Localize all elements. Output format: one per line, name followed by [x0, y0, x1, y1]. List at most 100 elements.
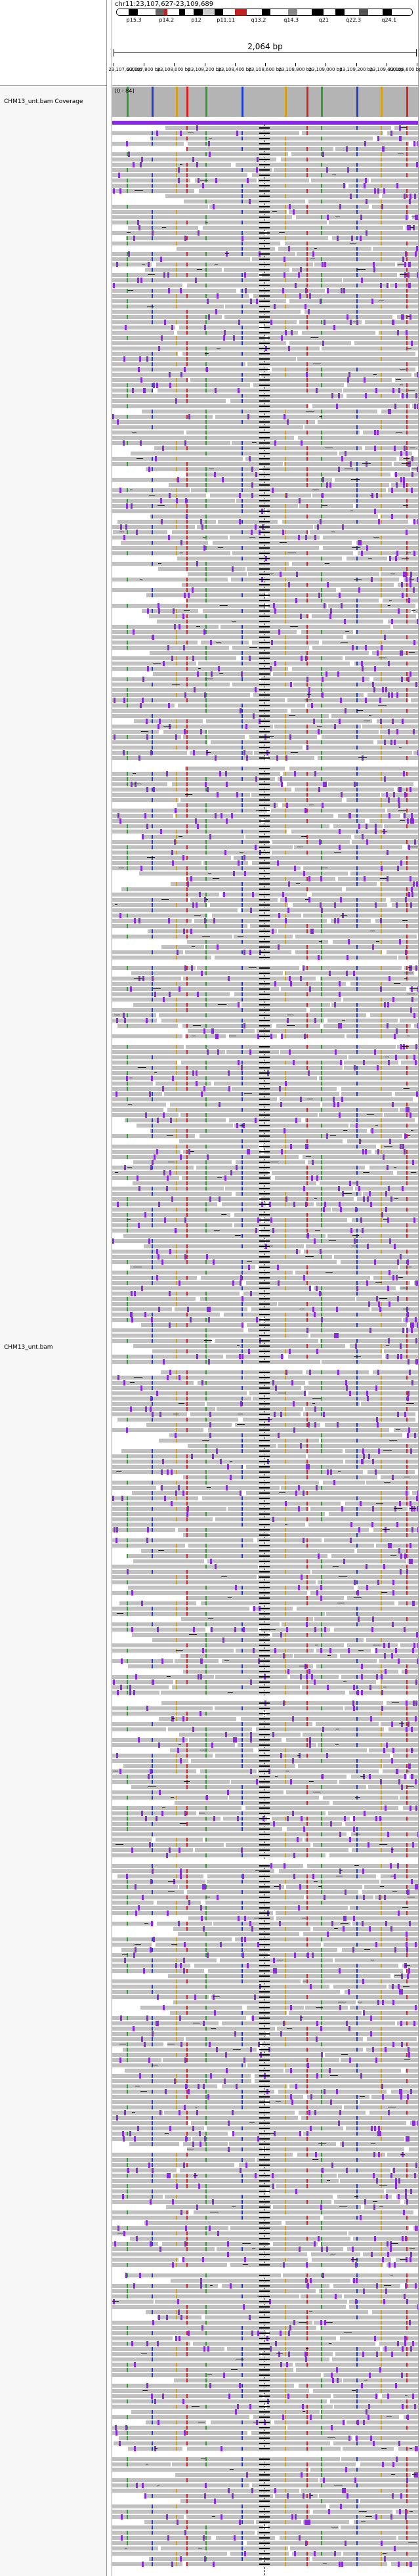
aligned-read[interactable] — [161, 945, 204, 949]
aligned-read[interactable] — [112, 394, 343, 398]
insertion-marker[interactable] — [396, 551, 398, 556]
insertion-marker[interactable] — [371, 1128, 373, 1133]
insertion-marker[interactable] — [388, 976, 390, 981]
aligned-read[interactable] — [112, 903, 207, 907]
aligned-read[interactable] — [112, 814, 173, 818]
insertion-marker[interactable] — [162, 1086, 164, 1091]
aligned-read[interactable] — [112, 777, 275, 781]
aligned-read[interactable] — [328, 604, 415, 608]
insertion-marker[interactable] — [168, 918, 170, 923]
insertion-marker[interactable] — [250, 299, 252, 304]
aligned-read[interactable] — [112, 179, 190, 182]
insertion-marker[interactable] — [334, 902, 336, 908]
aligned-read[interactable] — [112, 1376, 242, 1380]
aligned-read[interactable] — [345, 1449, 418, 1453]
insertion-marker[interactable] — [220, 813, 222, 818]
insertion-marker[interactable] — [312, 1160, 314, 1165]
aligned-read[interactable] — [112, 935, 232, 939]
aligned-read[interactable] — [183, 1150, 261, 1154]
insertion-marker[interactable] — [203, 1028, 205, 1034]
insertion-marker[interactable] — [334, 918, 336, 923]
insertion-marker[interactable] — [415, 682, 417, 687]
aligned-read[interactable] — [346, 1034, 418, 1038]
insertion-marker[interactable] — [388, 1338, 390, 1343]
insertion-marker[interactable] — [140, 866, 142, 871]
insertion-marker[interactable] — [171, 850, 173, 855]
insertion-marker[interactable] — [316, 1175, 318, 1181]
insertion-marker[interactable] — [411, 887, 413, 892]
insertion-marker[interactable] — [305, 1144, 307, 1149]
insertion-marker[interactable] — [411, 813, 413, 818]
insertion-marker[interactable] — [215, 309, 217, 314]
insertion-marker[interactable] — [196, 1070, 198, 1076]
insertion-marker[interactable] — [303, 1186, 305, 1191]
insertion-marker[interactable] — [191, 1454, 193, 1459]
aligned-read[interactable] — [212, 914, 301, 918]
insertion-marker[interactable] — [239, 1354, 241, 1359]
insertion-marker[interactable] — [348, 372, 350, 377]
insertion-marker[interactable] — [293, 1060, 295, 1065]
insertion-marker[interactable] — [410, 572, 412, 577]
insertion-marker[interactable] — [201, 971, 203, 976]
aligned-read[interactable] — [320, 1339, 418, 1343]
insertion-marker[interactable] — [287, 1669, 289, 1674]
insertion-marker[interactable] — [298, 535, 300, 540]
aligned-read[interactable] — [286, 1738, 418, 1742]
insertion-marker[interactable] — [182, 1716, 184, 1721]
insertion-marker[interactable] — [327, 288, 329, 293]
aligned-read[interactable] — [236, 499, 418, 503]
aligned-read[interactable] — [226, 1355, 284, 1359]
aligned-read[interactable] — [112, 1045, 184, 1049]
insertion-marker[interactable] — [150, 1396, 152, 1401]
insertion-marker[interactable] — [413, 141, 415, 146]
insertion-marker[interactable] — [346, 955, 348, 960]
insertion-marker[interactable] — [304, 304, 306, 309]
insertion-marker[interactable] — [303, 965, 304, 971]
insertion-marker[interactable] — [209, 1412, 211, 1417]
aligned-read[interactable] — [252, 173, 418, 177]
insertion-marker[interactable] — [171, 1196, 173, 1202]
insertion-marker[interactable] — [325, 782, 327, 787]
aligned-read[interactable] — [366, 1481, 418, 1485]
insertion-marker[interactable] — [255, 776, 257, 782]
aligned-read[interactable] — [287, 698, 407, 702]
insertion-marker[interactable] — [240, 1275, 242, 1280]
insertion-marker[interactable] — [170, 1118, 172, 1123]
insertion-marker[interactable] — [320, 876, 322, 881]
aligned-read[interactable] — [258, 1748, 367, 1752]
insertion-marker[interactable] — [283, 1700, 285, 1706]
insertion-marker[interactable] — [184, 729, 186, 734]
aligned-read[interactable] — [241, 908, 418, 912]
aligned-read[interactable] — [112, 457, 243, 461]
aligned-read[interactable] — [112, 189, 194, 193]
insertion-marker[interactable] — [150, 750, 152, 755]
aligned-read[interactable] — [207, 1470, 363, 1474]
aligned-read[interactable] — [112, 1412, 187, 1416]
insertion-marker[interactable] — [218, 666, 220, 671]
insertion-marker[interactable] — [409, 461, 411, 467]
insertion-marker[interactable] — [300, 614, 302, 619]
aligned-read[interactable] — [112, 1176, 179, 1180]
insertion-marker[interactable] — [118, 173, 120, 178]
aligned-read[interactable] — [222, 1659, 377, 1663]
aligned-read[interactable] — [112, 373, 260, 377]
insertion-marker[interactable] — [415, 1679, 417, 1685]
insertion-marker[interactable] — [195, 278, 197, 283]
aligned-read[interactable] — [156, 1082, 211, 1086]
aligned-read[interactable] — [318, 1580, 418, 1584]
insertion-marker[interactable] — [333, 1097, 335, 1102]
insertion-marker[interactable] — [377, 1580, 379, 1585]
aligned-read[interactable] — [201, 1601, 394, 1605]
aligned-read[interactable] — [141, 1323, 243, 1327]
insertion-marker[interactable] — [393, 792, 395, 797]
insertion-marker[interactable] — [323, 1207, 325, 1212]
insertion-marker[interactable] — [404, 1553, 406, 1559]
aligned-read[interactable] — [112, 562, 289, 566]
insertion-marker[interactable] — [211, 1742, 213, 1748]
aligned-read[interactable] — [316, 1664, 418, 1668]
aligned-read[interactable] — [320, 977, 418, 981]
insertion-marker[interactable] — [402, 1328, 404, 1333]
insertion-marker[interactable] — [278, 1433, 280, 1438]
aligned-read[interactable] — [161, 1370, 303, 1374]
aligned-read[interactable] — [112, 1013, 156, 1017]
